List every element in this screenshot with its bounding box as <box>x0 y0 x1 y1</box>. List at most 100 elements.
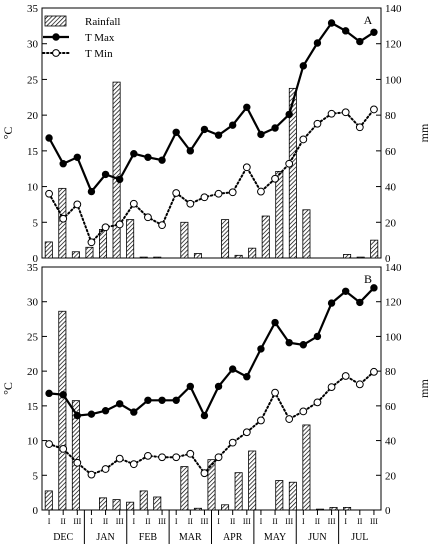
rainfall-bar <box>248 247 257 259</box>
x-month-label: JAN <box>96 532 114 543</box>
y-right-tick-label: 140 <box>385 262 402 274</box>
y-left-tick-label: 25 <box>27 74 39 86</box>
tmax-point <box>158 156 166 164</box>
rainfall-bar <box>153 256 162 259</box>
y-left-axis-title: °C <box>1 382 15 395</box>
tmax-point <box>341 27 350 35</box>
rainfall-bar <box>275 170 284 259</box>
tmax-point <box>200 411 209 420</box>
tmin-point <box>186 449 195 458</box>
tmin-point <box>370 367 378 376</box>
tmax-point <box>59 160 67 168</box>
y-left-tick-label: 25 <box>27 331 39 343</box>
x-decade-label: I <box>132 517 135 526</box>
x-month-label: JUL <box>351 532 368 543</box>
tmax-point <box>313 332 322 341</box>
y-left-tick-label: 5 <box>33 217 39 229</box>
y-left-tick-label: 20 <box>27 110 39 122</box>
x-decade-label: II <box>230 517 236 526</box>
x-month-label: FEB <box>139 532 158 543</box>
tmin-point <box>285 415 294 423</box>
y-left-tick-label: 10 <box>27 182 39 194</box>
tmin-point <box>242 428 251 437</box>
x-decade-label: III <box>370 517 378 526</box>
tmin-point <box>257 416 265 425</box>
rainfall-bars <box>44 81 379 259</box>
tmax-line <box>47 286 375 419</box>
rainfall-bar <box>71 251 80 259</box>
rainfall-bar <box>221 219 230 259</box>
y-right-tick-label: 20 <box>385 217 397 229</box>
x-decade-label: II <box>103 517 109 526</box>
y-left-tick-label: 30 <box>27 39 39 51</box>
x-decade-label: III <box>158 517 166 526</box>
tmax-point <box>299 341 308 349</box>
tmax-point <box>243 372 251 381</box>
x-axis: I II III I II III I II III I II III I II III I II III I II I… <box>48 510 378 544</box>
tmin-point <box>370 105 378 114</box>
tmin-point <box>228 438 237 447</box>
tmin-line <box>48 370 375 476</box>
tmax-point <box>130 408 138 416</box>
rainfall-bar <box>275 480 284 511</box>
tmax-point <box>200 125 209 134</box>
tmax-point <box>144 396 152 405</box>
y-left-tick-label: 0 <box>33 253 39 265</box>
tmin-point <box>172 189 181 197</box>
tmin-point <box>327 109 336 118</box>
tmax-point <box>45 389 53 398</box>
y-left-tick-label: 30 <box>27 297 39 309</box>
x-decade-label: II <box>272 517 278 526</box>
y-right-tick-label: 100 <box>385 74 402 86</box>
y-left-tick-label: 0 <box>33 505 39 517</box>
y-right-tick-label: 120 <box>385 297 402 309</box>
tmin-series <box>45 105 378 247</box>
x-decade-label: III <box>200 517 208 526</box>
rainfall-bar <box>356 256 365 259</box>
x-month-label: DEC <box>53 532 73 543</box>
y-left-tick-label: 10 <box>27 436 39 448</box>
x-decade-label: I <box>48 517 51 526</box>
tmax-series <box>45 284 378 420</box>
plot-frame <box>41 7 382 259</box>
tmin-line <box>48 108 375 245</box>
tmin-point <box>313 119 322 128</box>
x-decade-label: III <box>73 517 81 526</box>
tmax-point <box>271 318 279 327</box>
rainfall-bar <box>234 254 243 259</box>
rainfall-bar <box>139 256 148 259</box>
tmin-point <box>129 460 138 469</box>
chart-panel-a: 0 5 10 15 20 25 30 35 0 20 40 60 80 100 120 140 °C mm A Rai… <box>1 3 431 265</box>
x-month-label: MAR <box>179 532 202 543</box>
tmin-point <box>285 159 294 168</box>
rainfall-bar <box>248 450 257 511</box>
rainfall-bar <box>126 501 135 511</box>
rainfall-bar <box>193 507 202 511</box>
tmax-point <box>370 28 378 36</box>
rainfall-bar <box>99 497 108 511</box>
tmin-point <box>186 199 195 208</box>
rainfall-bar <box>234 472 243 511</box>
legend-label: T Max <box>85 32 115 44</box>
y-right-tick-label: 0 <box>385 505 391 517</box>
tmax-point <box>370 284 378 292</box>
y-right-tick-label: 40 <box>385 436 397 448</box>
tmin-point <box>73 200 82 209</box>
rainfall-bar <box>44 490 53 511</box>
rainfall-bar <box>193 253 202 259</box>
x-decade-label: I <box>344 517 347 526</box>
tmin-point <box>341 372 350 380</box>
tmin-point <box>228 188 237 197</box>
tmax-point <box>144 153 152 161</box>
tmax-point <box>186 382 195 391</box>
y-right-tick-label: 0 <box>385 253 391 265</box>
x-decade-label: III <box>116 517 124 526</box>
tmin-point <box>200 469 209 478</box>
y-right-tick-label: 20 <box>385 470 397 482</box>
tmin-point <box>172 453 181 462</box>
rainfall-bar <box>126 219 135 259</box>
tmax-point <box>87 187 96 196</box>
x-month-label: JUN <box>308 532 326 543</box>
y-right-tick-label: 60 <box>385 401 397 413</box>
x-month-label: MAY <box>264 532 286 543</box>
